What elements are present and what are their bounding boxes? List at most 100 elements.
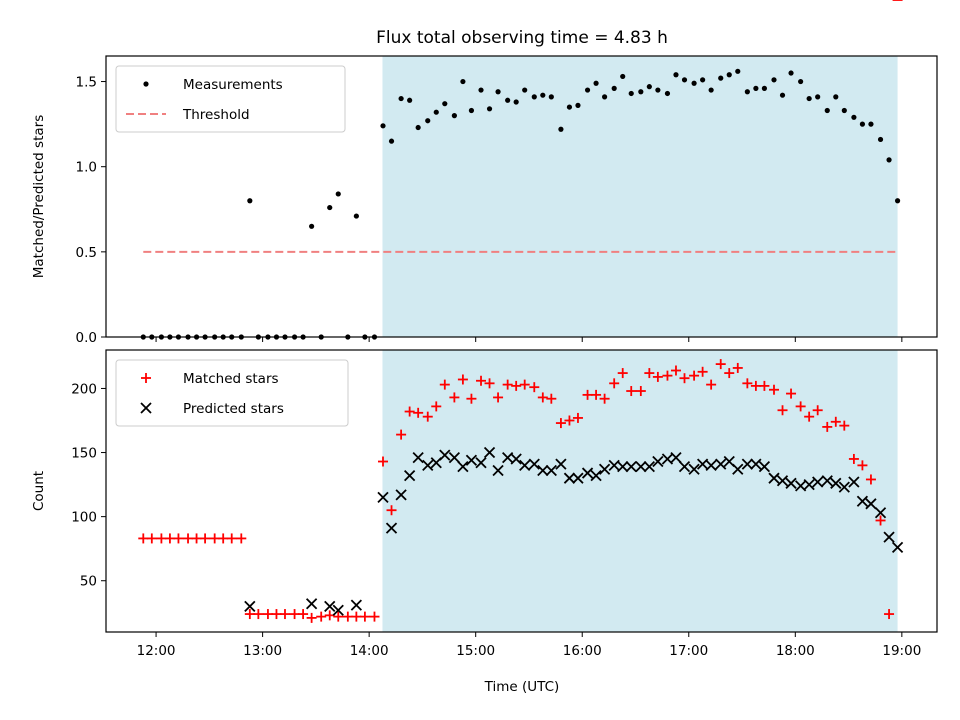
predicted-star-point (891, 541, 904, 554)
predicted-star-point (324, 600, 336, 613)
matched-star-point (759, 380, 770, 391)
matched-star-point (209, 533, 220, 544)
matched-star-point (359, 611, 370, 622)
measurement-point (388, 138, 395, 144)
measurement-point (309, 223, 315, 229)
measurement-point (407, 97, 413, 103)
measurement-point (486, 106, 493, 112)
measurement-point (851, 114, 857, 120)
matched-star-point (652, 371, 663, 382)
matched-star-point (706, 379, 717, 390)
predicted-star-point (412, 452, 424, 464)
count-panel: 50 100 150 200 12:00 13:00 14:00 15:00 16:00 17:0… (31, 0, 938, 659)
matched-star-point (546, 393, 557, 404)
matched-star-point (865, 474, 876, 485)
predicted-star-point (332, 604, 344, 616)
matched-star-point (200, 533, 211, 544)
measurement-point (460, 78, 466, 85)
measurement-point (655, 87, 661, 93)
measurement-point (531, 94, 537, 100)
measurement-point (247, 198, 253, 204)
predicted-star-point (643, 461, 655, 473)
measurement-point (708, 87, 714, 93)
matched-star-point (262, 609, 273, 620)
measurement-point (877, 136, 884, 143)
predicted-star-point (670, 452, 682, 464)
matched-star-point (804, 411, 815, 422)
x-axis-label: Time (UTC) (484, 679, 560, 695)
measurement-point (513, 99, 519, 105)
predicted-star-point (483, 446, 496, 459)
matched-star-point (786, 388, 797, 399)
measurement-point (771, 77, 777, 83)
matched-star-point (413, 407, 424, 418)
matched-star-point (822, 421, 833, 432)
matched-star-point (449, 392, 460, 403)
predicted-star-point (678, 461, 691, 473)
measurement-point (584, 87, 591, 93)
predicted-star-point (652, 455, 664, 468)
predicted-star-point (821, 475, 833, 487)
measurement-point (824, 107, 830, 114)
measurement-point (753, 85, 759, 91)
y-tick-label: 50 (80, 574, 97, 590)
predicted-star-point (874, 507, 887, 519)
x-tick-label: 14:00 (350, 643, 389, 659)
matched-star-point (333, 611, 344, 622)
measurement-point (558, 126, 564, 132)
matched-star-point (226, 533, 237, 544)
measurement-point (540, 92, 546, 98)
matched-star-point (679, 373, 690, 384)
predicted-star-point (305, 598, 318, 610)
matched-star-point (697, 366, 708, 377)
measurement-point (468, 107, 475, 114)
matched-star-point (502, 379, 513, 390)
y-tick-label: 100 (71, 510, 97, 526)
measurement-point (548, 94, 554, 100)
y-tick-label: 1.5 (76, 75, 97, 91)
ratio-legend: Measurements Threshold (115, 65, 346, 133)
predicted-star-point (385, 522, 398, 534)
predicted-star-point (545, 464, 557, 477)
matched-star-point (857, 460, 868, 471)
matched-star-point (476, 375, 487, 386)
measurement-point (433, 109, 439, 115)
matched-star-point (156, 533, 167, 544)
measurement-point (700, 77, 706, 83)
predicted-star-point (563, 472, 576, 484)
measurement-point (566, 104, 573, 110)
predicted-star-point (768, 472, 780, 484)
measurement-point (761, 85, 768, 91)
predicted-star-point (635, 461, 647, 473)
measurement-point (691, 80, 697, 86)
x-tick-label: 18:00 (776, 643, 815, 659)
matched-star-point (511, 380, 522, 391)
predicted-star-point (377, 491, 389, 504)
measurement-point (735, 68, 741, 74)
predicted-star-point (848, 476, 860, 488)
measurement-point (620, 73, 626, 80)
matched-star-point (635, 386, 646, 397)
matched-star-point (599, 393, 610, 404)
matched-star-point (386, 505, 397, 516)
predicted-star-point (403, 469, 416, 482)
matched-star-point (689, 370, 700, 381)
predicted-star-point (422, 459, 434, 472)
predicted-star-point (812, 476, 824, 488)
measurement-point (522, 87, 528, 93)
matched-star-point (493, 392, 504, 403)
predicted-star-point (803, 478, 815, 491)
matched-star-point (404, 406, 415, 417)
predicted-star-point (492, 464, 504, 477)
y-tick-label: 1.0 (76, 160, 97, 176)
y-tick-label: 0.5 (76, 245, 97, 261)
predicted-star-point (758, 461, 771, 473)
measurement-point (779, 92, 786, 98)
predicted-star-point (715, 458, 727, 470)
matched-star-point (279, 609, 290, 620)
predicted-star-point (750, 458, 762, 470)
predicted-star-point (883, 531, 895, 543)
predicted-star-point (439, 449, 451, 461)
matched-star-point (422, 411, 433, 422)
measurement-point (575, 102, 581, 108)
